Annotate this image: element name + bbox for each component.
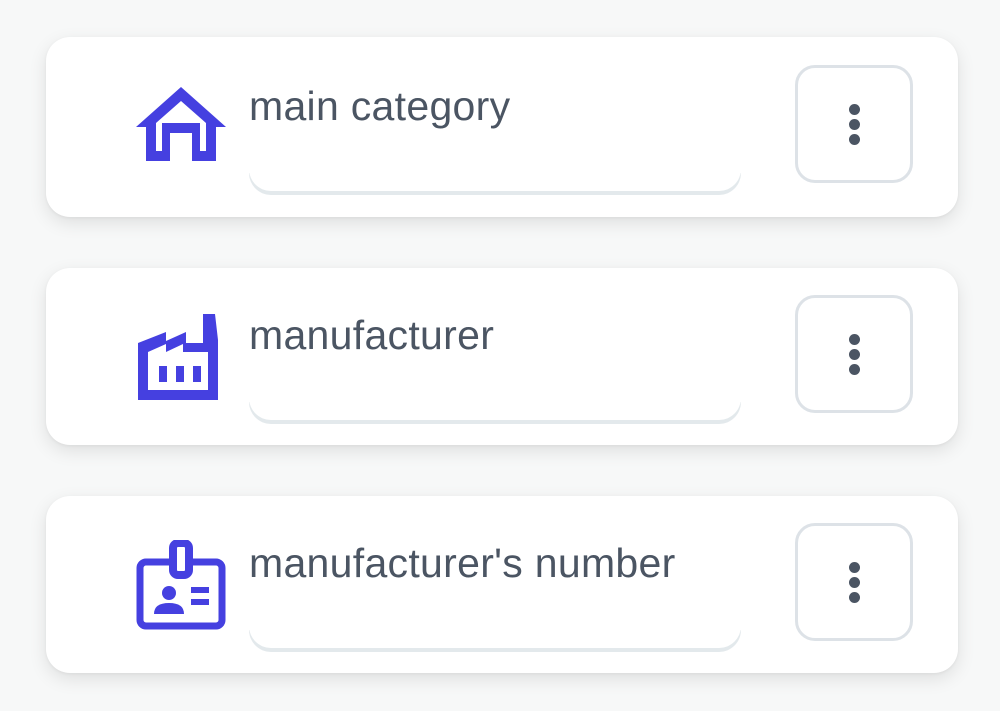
list-item-manufacturers-number: manufacturer's number: [46, 496, 958, 673]
list-item-manufacturer: manufacturer: [46, 268, 958, 445]
field-underline: [249, 626, 741, 648]
more-options-button[interactable]: [795, 65, 913, 183]
category-name-field[interactable]: main category: [249, 71, 741, 191]
factory-icon: [138, 314, 218, 400]
more-options-button[interactable]: [795, 523, 913, 641]
home-icon: [136, 87, 226, 161]
more-vertical-icon: [848, 103, 860, 145]
item-label: manufacturer's number: [249, 540, 676, 586]
field-underline: [249, 169, 741, 191]
field-underline: [249, 398, 741, 420]
manufacturer-field[interactable]: manufacturer: [249, 300, 741, 420]
more-options-button[interactable]: [795, 295, 913, 413]
more-vertical-icon: [848, 561, 860, 603]
list-item-main-category: main category: [46, 37, 958, 217]
item-label: manufacturer: [249, 312, 495, 358]
more-vertical-icon: [848, 333, 860, 375]
manufacturer-number-field[interactable]: manufacturer's number: [249, 528, 741, 648]
item-label: main category: [249, 83, 511, 129]
id-badge-icon: [136, 540, 226, 630]
